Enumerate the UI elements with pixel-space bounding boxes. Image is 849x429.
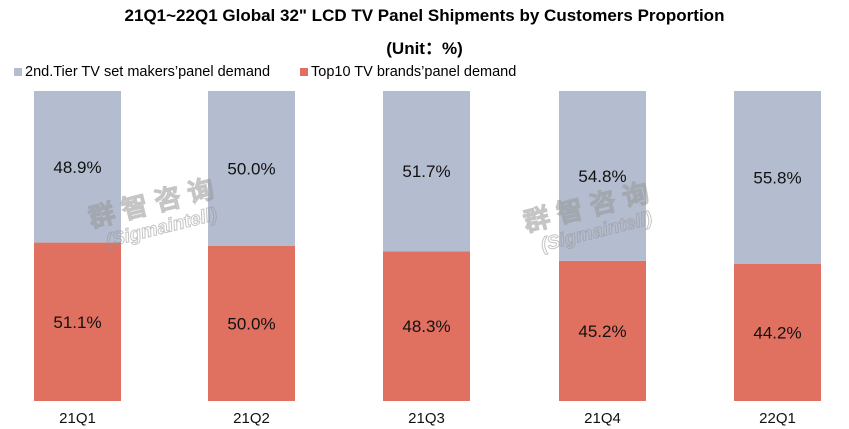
bar-2nd-tier [734,91,821,264]
chart-subtitle: (Unit：%) [386,39,463,58]
bar-top10 [734,263,821,401]
bar-2nd-tier [34,91,121,243]
legend-label-2nd-tier: 2nd.Tier TV set makers’panel demand [25,64,271,80]
x-tick-label: 21Q4 [584,410,621,427]
data-label: 45.2% [578,322,626,341]
legend-item-top10: Top10 TV brands’panel demand [300,64,516,80]
legend-item-2nd-tier: 2nd.Tier TV set makers’panel demand [14,64,270,80]
bar-top10 [559,260,646,401]
bar-top10 [34,242,121,401]
legend-swatch-2nd-tier [14,68,22,76]
data-label: 55.8% [753,168,801,187]
chart-title: 21Q1~22Q1 Global 32" LCD TV Panel Shipme… [124,6,725,25]
data-label: 51.1% [53,313,101,332]
bar-top10 [208,246,295,401]
data-label: 54.8% [578,167,626,186]
bar-2nd-tier [559,91,646,261]
data-label: 48.9% [53,158,101,177]
legend-swatch-top10 [300,68,309,76]
data-label: 51.7% [402,162,450,181]
data-label: 50.0% [227,315,275,334]
data-label: 50.0% [227,160,275,179]
x-tick-label: 21Q2 [233,410,270,427]
legend: 2nd.Tier TV set makers’panel demand Top1… [14,64,516,80]
x-tick-label: 21Q3 [408,410,445,427]
x-tick-label: 22Q1 [759,410,796,427]
x-tick-label: 21Q1 [59,410,96,427]
legend-label-top10: Top10 TV brands’panel demand [311,64,517,80]
data-label: 48.3% [402,317,450,336]
bar-2nd-tier [383,91,470,252]
data-label: 44.2% [753,323,801,342]
bar-2nd-tier [208,91,295,246]
bar-top10 [383,251,470,401]
